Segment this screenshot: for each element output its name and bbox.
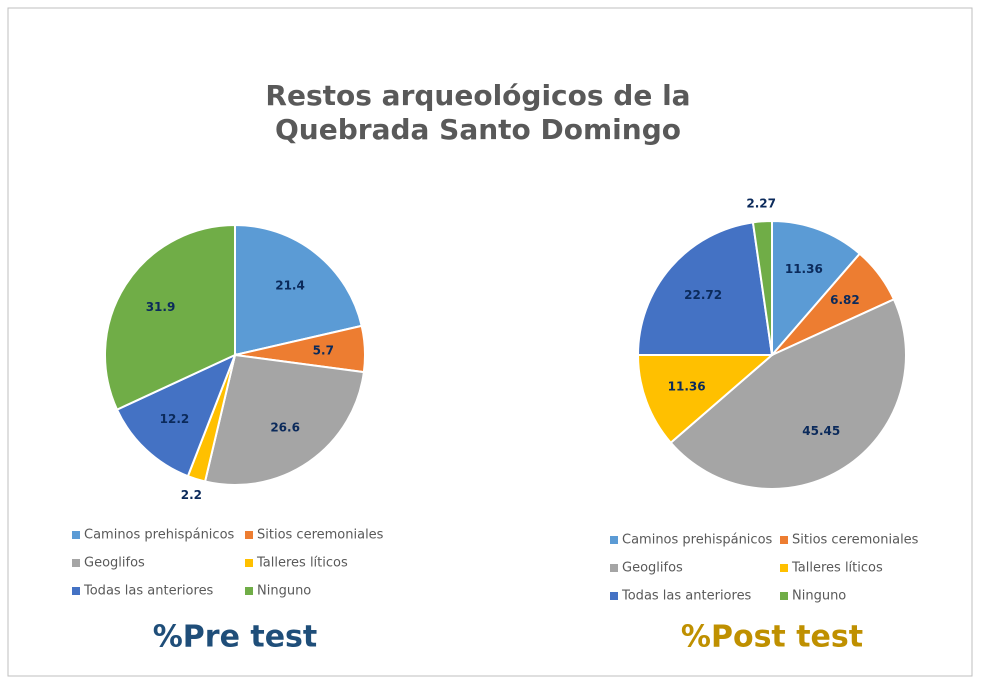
legend-swatch <box>245 559 253 567</box>
legend-label: Geoglifos <box>84 556 145 571</box>
data-label: 12.2 <box>160 412 190 426</box>
data-label: 11.36 <box>668 379 706 393</box>
legend-swatch <box>72 587 80 595</box>
legend-swatch <box>780 536 788 544</box>
legend-label: Sitios ceremoniales <box>257 528 384 543</box>
data-label: 26.6 <box>270 420 300 434</box>
data-label: 31.9 <box>146 300 176 314</box>
legend-label: Todas las anteriores <box>83 584 214 599</box>
legend-swatch <box>245 531 253 539</box>
data-label: 21.4 <box>275 278 305 292</box>
chart-subtitle: %Post test <box>681 620 863 655</box>
pie-slice <box>636 221 774 357</box>
legend-label: Geoglifos <box>622 561 683 576</box>
legend-label: Sitios ceremoniales <box>792 533 919 548</box>
data-label: 2.2 <box>181 488 202 502</box>
legend-swatch <box>610 592 618 600</box>
legend-label: Ninguno <box>792 589 846 604</box>
data-label: 5.7 <box>313 343 334 357</box>
legend-label: Caminos prehispánicos <box>84 528 235 543</box>
pie-slice <box>751 219 773 356</box>
legend-label: Talleres líticos <box>256 556 348 571</box>
legend-swatch <box>610 536 618 544</box>
legend-swatch <box>72 531 80 539</box>
data-label: 11.36 <box>785 262 823 276</box>
chart-title: Restos arqueológicos de la <box>265 79 690 112</box>
chart-title: Quebrada Santo Domingo <box>275 113 681 146</box>
pie-slice <box>234 223 363 357</box>
data-label: 22.72 <box>684 288 722 302</box>
pie-slice <box>669 298 908 491</box>
pie-slice <box>636 353 775 445</box>
data-label: 6.82 <box>830 293 860 307</box>
chart-subtitle: %Pre test <box>153 620 318 655</box>
data-label: 2.27 <box>746 196 776 210</box>
legend-swatch <box>780 592 788 600</box>
legend-label: Talleres líticos <box>791 561 883 576</box>
pie-slice <box>104 223 236 411</box>
data-label: 45.45 <box>802 424 840 438</box>
legend-label: Todas las anteriores <box>621 589 752 604</box>
legend-swatch <box>72 559 80 567</box>
legend-label: Ninguno <box>257 584 311 599</box>
pie-slice <box>771 219 862 358</box>
pie-slice <box>115 353 237 478</box>
legend-swatch <box>245 587 253 595</box>
legend-swatch <box>610 564 618 572</box>
pie-slice <box>203 353 365 486</box>
legend-swatch <box>780 564 788 572</box>
legend-label: Caminos prehispánicos <box>622 533 773 548</box>
